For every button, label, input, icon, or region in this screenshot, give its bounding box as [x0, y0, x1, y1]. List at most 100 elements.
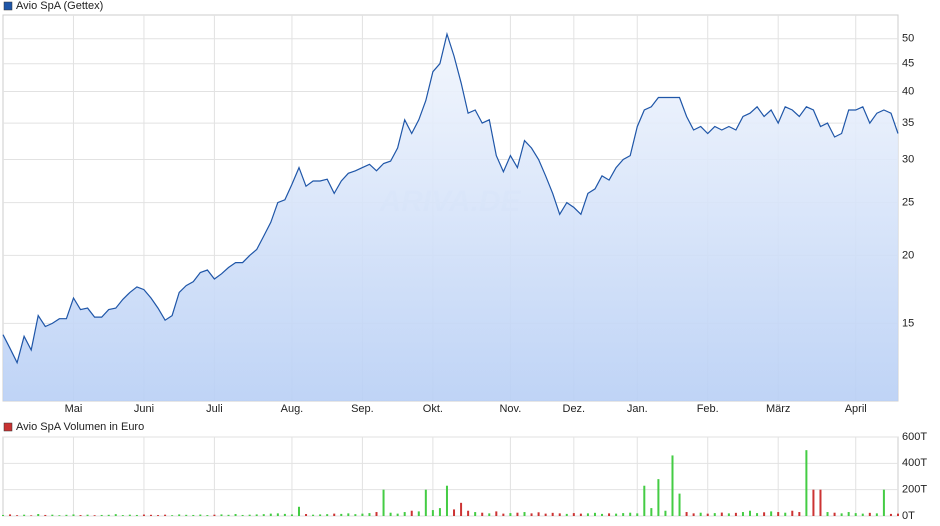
volume-bar — [854, 513, 857, 516]
volume-bar — [727, 513, 730, 516]
area-fill — [3, 34, 898, 401]
volume-bar — [410, 510, 413, 516]
volume-bar — [445, 485, 448, 516]
y-tick-label: 600T — [902, 431, 927, 443]
volume-bar — [460, 502, 463, 516]
volume-bar — [579, 513, 582, 516]
volume-bar — [37, 514, 40, 516]
volume-bar — [488, 513, 491, 516]
volume-bar — [657, 479, 660, 516]
y-tick-label: 25 — [902, 197, 914, 209]
x-tick-label: Sep. — [351, 403, 374, 415]
price-line — [2, 31, 899, 365]
volume-bar — [875, 513, 878, 516]
y-tick-label: 30 — [902, 153, 914, 165]
x-tick-label: Aug. — [281, 403, 304, 415]
volume-bar — [2, 514, 4, 516]
volume-bar — [516, 512, 519, 516]
x-tick-label: Juni — [134, 403, 154, 415]
y-tick-label: 0T — [902, 510, 915, 522]
x-tick-label: Jan. — [627, 403, 648, 415]
volume-bar — [608, 513, 611, 516]
x-tick-label: April — [845, 403, 867, 415]
volume-bar — [481, 512, 484, 516]
volume-bar — [798, 512, 801, 516]
volume-bar — [319, 514, 322, 516]
y-tick-label: 20 — [902, 249, 914, 261]
y-tick-label: 35 — [902, 117, 914, 129]
volume-bar — [601, 513, 604, 516]
volume-bar — [861, 513, 864, 516]
volume-bar — [354, 514, 357, 516]
volume-bar — [770, 511, 773, 516]
volume-bar — [692, 513, 695, 516]
legend-swatch — [3, 422, 13, 432]
volume-bar — [741, 512, 744, 516]
volume-bar — [100, 514, 103, 516]
volume-bar — [227, 514, 230, 516]
volume-bar — [312, 514, 315, 516]
volume-bar — [509, 513, 512, 516]
volume-bar — [86, 514, 89, 516]
volume-bar — [149, 514, 152, 516]
volume-bar — [16, 515, 19, 516]
volume-bar — [128, 514, 131, 516]
volume-bar — [636, 513, 639, 516]
x-tick-label: März — [766, 403, 790, 415]
volume-bar — [403, 512, 406, 516]
volume-bar — [629, 512, 632, 516]
volume-bar — [51, 514, 54, 516]
volume-bar — [30, 515, 33, 516]
x-tick-label: Feb. — [697, 403, 719, 415]
volume-bar — [417, 511, 420, 516]
volume-bar — [361, 513, 364, 516]
volume-bar — [79, 515, 82, 516]
volume-bar — [248, 514, 251, 516]
legend-label: Avio SpA (Gettex) — [16, 0, 103, 12]
volume-bar — [868, 512, 871, 516]
volume-bar — [157, 515, 160, 516]
volume-bar — [121, 515, 124, 516]
volume-bar — [297, 506, 300, 516]
volume-bar — [164, 514, 167, 516]
volume-bar — [819, 489, 822, 516]
volume-bar — [199, 514, 202, 516]
volume-bar — [889, 513, 892, 516]
volume-bar — [241, 514, 244, 516]
legend-swatch — [3, 1, 13, 11]
volume-bar — [805, 450, 808, 516]
volume-bar — [551, 512, 554, 516]
y-tick-label: 400T — [902, 457, 927, 469]
volume-bar — [220, 514, 223, 516]
volume-bar — [784, 512, 787, 516]
volume-bar — [58, 515, 61, 516]
volume-bar — [438, 508, 441, 516]
volume-bar — [192, 514, 195, 516]
volume-bar — [474, 512, 477, 516]
volume-bar — [777, 512, 780, 516]
volume-bar — [424, 489, 427, 516]
volume-bar — [502, 513, 505, 516]
legend-label: Avio SpA Volumen in Euro — [16, 421, 144, 433]
volume-bar — [276, 513, 279, 516]
volume-bar — [523, 512, 526, 516]
volume-bar — [791, 510, 794, 516]
volume-bar — [586, 513, 589, 516]
volume-bar — [572, 513, 575, 516]
volume-bar — [558, 513, 561, 516]
volume-bar — [389, 512, 392, 516]
x-tick-label: Juli — [206, 403, 223, 415]
volume-bar — [178, 514, 181, 516]
volume-bar — [713, 513, 716, 516]
volume-bar — [593, 512, 596, 516]
volume-bar — [495, 511, 498, 516]
volume-bar — [171, 515, 174, 516]
volume-bar — [65, 514, 68, 516]
volume-bar — [706, 513, 709, 516]
volume-bar — [9, 514, 12, 516]
volume-bar — [262, 514, 265, 516]
volume-bar — [234, 514, 237, 516]
volume-bar — [453, 509, 456, 516]
volume-bar — [734, 512, 737, 516]
x-tick-label: Okt. — [423, 403, 443, 415]
